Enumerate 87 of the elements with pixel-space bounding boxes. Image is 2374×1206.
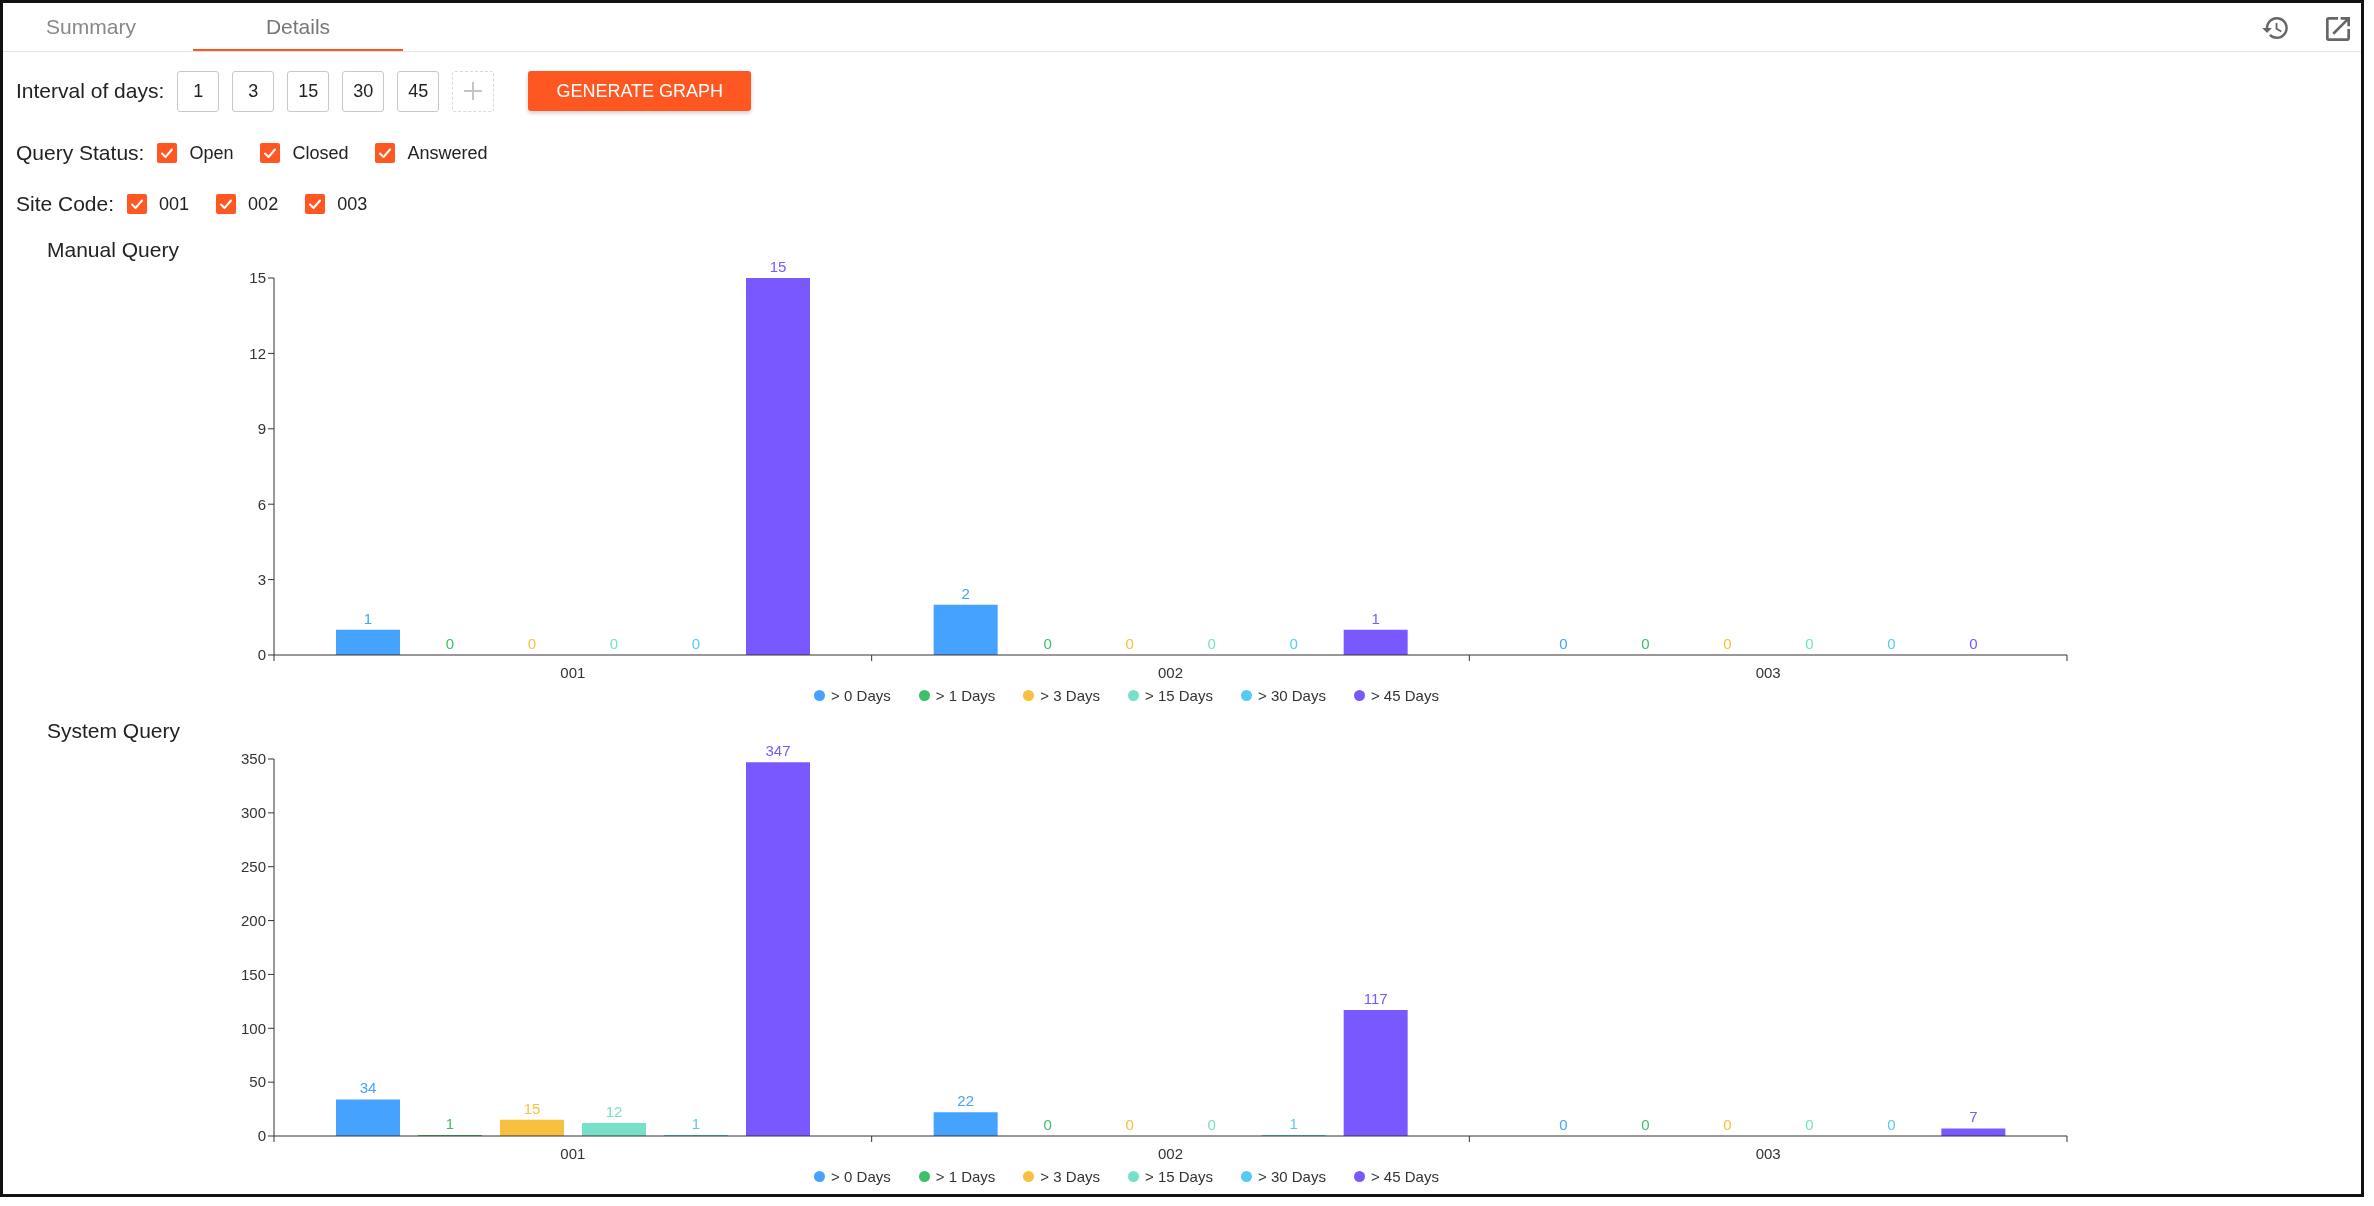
number-field: 15	[287, 70, 330, 112]
data-label: 117	[1363, 989, 1388, 1007]
chart-title: Manual Query	[47, 237, 179, 263]
legend-label: > 30 Days	[1257, 687, 1326, 704]
text: Open	[189, 142, 234, 164]
data-label: 0	[1641, 1115, 1650, 1133]
data-label: 15	[769, 258, 787, 275]
legend-label: > 0 Days	[831, 687, 891, 704]
x-tick-label: 002	[1157, 1144, 1184, 1162]
data-label: 2	[961, 584, 970, 602]
data-label: 0	[1805, 634, 1814, 652]
text: Site Code:	[16, 192, 115, 216]
data-label: 0	[1559, 634, 1568, 652]
data-label: 22	[957, 1092, 975, 1110]
text: Summary	[45, 14, 137, 40]
data-label: 0	[1043, 1115, 1052, 1133]
y-tick-label: 6	[257, 495, 266, 513]
data-label: 347	[765, 742, 791, 760]
text: Interval of days:	[16, 79, 165, 103]
legend-label: > 1 Days	[935, 687, 996, 704]
data-label: 12	[605, 1103, 623, 1121]
x-tick-label: 001	[560, 663, 586, 681]
number-field: 1	[177, 70, 220, 112]
text: 001	[159, 193, 190, 215]
chart-title: System Query	[47, 718, 181, 744]
x-tick-label: 003	[1755, 1144, 1781, 1162]
data-label: 0	[1887, 634, 1896, 652]
data-label: 1	[1371, 609, 1380, 627]
y-tick-label: 350	[240, 750, 266, 768]
data-label: 0	[1207, 634, 1216, 652]
data-label: 0	[1125, 634, 1134, 652]
y-tick-label: 3	[257, 570, 266, 588]
y-tick-label: 150	[240, 965, 266, 983]
data-label: 0	[1723, 634, 1732, 652]
y-tick-label: 0	[257, 1127, 266, 1145]
legend-label: > 30 Days	[1257, 1168, 1326, 1185]
data-label: 0	[1559, 1115, 1568, 1133]
legend-label: > 15 Days	[1144, 1168, 1213, 1185]
data-label: 0	[1969, 634, 1978, 652]
y-tick-label: 300	[240, 804, 266, 822]
data-label: 0	[1125, 1115, 1134, 1133]
y-tick-label: 250	[240, 858, 266, 876]
x-tick-label: 001	[560, 1144, 586, 1162]
y-tick-label: 50	[249, 1073, 266, 1091]
y-tick-label: 200	[240, 911, 266, 929]
number-field: 3	[232, 70, 275, 112]
data-label: 1	[691, 1114, 701, 1132]
button: GENERATE GRAPH	[528, 71, 752, 111]
data-label: 0	[445, 634, 455, 652]
data-label: 0	[1805, 1115, 1814, 1133]
y-tick-label: 9	[257, 420, 266, 438]
data-label: 1	[1289, 1114, 1298, 1132]
text: Details	[264, 14, 332, 40]
data-label: 0	[1641, 634, 1650, 652]
text: 003	[337, 193, 368, 215]
legend-label: > 0 Days	[831, 1168, 891, 1185]
text: 002	[248, 193, 279, 215]
y-tick-label: 15	[249, 269, 266, 287]
y-tick-label: 12	[249, 344, 266, 362]
data-label: 0	[1887, 1115, 1896, 1133]
number-field: 45	[397, 70, 440, 112]
text: Query Status:	[16, 141, 145, 165]
y-tick-label: 100	[240, 1019, 266, 1037]
data-label: 1	[363, 609, 373, 627]
number-field: 30	[342, 70, 385, 112]
legend-label: > 1 Days	[935, 1168, 996, 1185]
data-label: 0	[1043, 634, 1052, 652]
x-tick-label: 003	[1755, 663, 1781, 681]
data-label: 0	[609, 634, 619, 652]
legend-label: > 3 Days	[1040, 1168, 1100, 1185]
data-label: 0	[527, 634, 537, 652]
data-label: 0	[1723, 1115, 1732, 1133]
legend-label: > 15 Days	[1144, 687, 1213, 704]
legend-label: > 3 Days	[1040, 687, 1100, 704]
data-label: 0	[691, 634, 701, 652]
legend-label: > 45 Days	[1370, 687, 1439, 704]
data-label: 7	[1969, 1108, 1978, 1126]
data-label: 1	[445, 1114, 455, 1132]
data-label: 34	[359, 1079, 377, 1097]
y-tick-label: 0	[257, 646, 266, 664]
data-label: 15	[523, 1099, 541, 1117]
data-label: 0	[1207, 1115, 1216, 1133]
text: Closed	[292, 142, 349, 164]
x-tick-label: 002	[1157, 663, 1184, 681]
data-label: 0	[1289, 634, 1298, 652]
text: Answered	[407, 142, 488, 164]
legend-label: > 45 Days	[1370, 1168, 1439, 1185]
